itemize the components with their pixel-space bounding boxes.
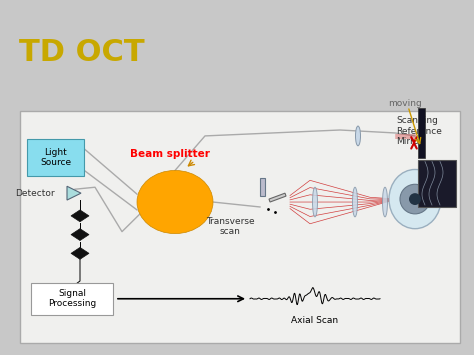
FancyBboxPatch shape	[27, 139, 84, 176]
Ellipse shape	[137, 170, 213, 234]
Circle shape	[409, 193, 421, 205]
Text: Signal
Processing: Signal Processing	[48, 289, 96, 308]
Bar	[418, 160, 456, 207]
Bar	[418, 108, 425, 158]
Ellipse shape	[356, 126, 361, 146]
Ellipse shape	[353, 187, 357, 217]
Ellipse shape	[389, 169, 441, 229]
Polygon shape	[71, 229, 89, 241]
Text: Scanning
Reference
Mirror: Scanning Reference Mirror	[396, 116, 442, 146]
Polygon shape	[67, 186, 81, 200]
Text: Transverse
scan: Transverse scan	[206, 217, 255, 236]
Text: TD OCT: TD OCT	[19, 38, 145, 67]
Polygon shape	[71, 210, 89, 222]
Ellipse shape	[312, 187, 318, 217]
Text: Axial Scan: Axial Scan	[292, 316, 338, 325]
Polygon shape	[71, 247, 89, 259]
Text: Detector: Detector	[15, 189, 55, 198]
Text: Beam splitter: Beam splitter	[130, 149, 210, 159]
FancyBboxPatch shape	[31, 283, 113, 315]
Circle shape	[400, 184, 430, 214]
Bar	[261, 178, 265, 196]
Text: Light
Source: Light Source	[40, 148, 71, 167]
Ellipse shape	[383, 187, 388, 217]
Text: moving: moving	[388, 99, 422, 108]
Bar	[20, 111, 460, 343]
Polygon shape	[269, 193, 286, 202]
